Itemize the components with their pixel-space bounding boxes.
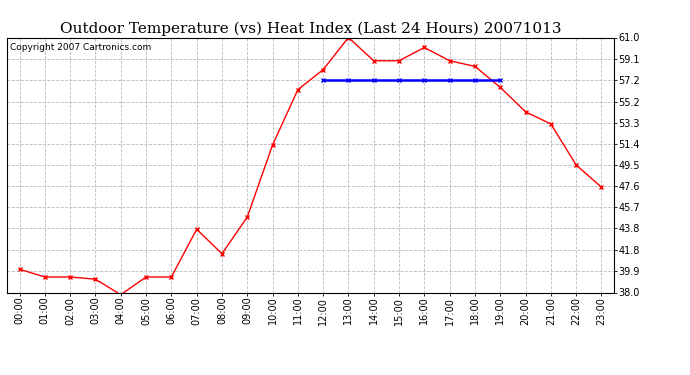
Title: Outdoor Temperature (vs) Heat Index (Last 24 Hours) 20071013: Outdoor Temperature (vs) Heat Index (Las… bbox=[60, 22, 561, 36]
Text: Copyright 2007 Cartronics.com: Copyright 2007 Cartronics.com bbox=[10, 43, 151, 52]
